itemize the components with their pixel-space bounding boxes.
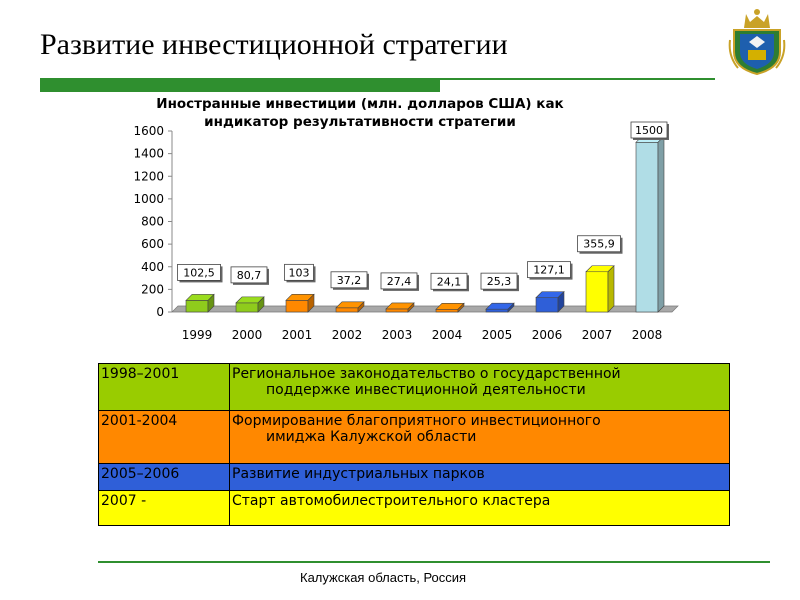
bar bbox=[285, 300, 309, 313]
value-label-box bbox=[230, 266, 268, 284]
value-label: 27,4 bbox=[387, 275, 412, 288]
y-tick-label: 1600 bbox=[133, 124, 164, 138]
x-tick-label: 2008 bbox=[632, 328, 663, 342]
x-tick-label: 2007 bbox=[582, 328, 613, 342]
bar-side bbox=[657, 135, 665, 313]
value-label-box bbox=[177, 264, 221, 281]
bar bbox=[485, 308, 509, 313]
desc-line: поддержке инвестиционной деятельности bbox=[266, 382, 586, 398]
chart-title-line-2: индикатор результативности стратегии bbox=[204, 114, 516, 130]
value-label: 37,2 bbox=[337, 274, 362, 287]
bar bbox=[385, 308, 409, 313]
footer-rule bbox=[98, 561, 770, 563]
bar bbox=[585, 271, 609, 313]
desc-line: Старт автомобилестроительного кластера bbox=[232, 493, 551, 509]
value-label-box bbox=[630, 121, 668, 139]
footer-text: Калужская область, Россия bbox=[300, 570, 467, 585]
value-label: 25,3 bbox=[487, 275, 512, 288]
value-label: 1500 bbox=[635, 124, 663, 137]
desc-line: Региональное законодательство о государс… bbox=[232, 366, 621, 382]
bar-side bbox=[607, 265, 615, 313]
value-label-box bbox=[480, 272, 518, 290]
bar-side bbox=[257, 296, 265, 313]
x-tick-label: 2006 bbox=[532, 328, 563, 342]
strategy-table: 1998–2001 Региональное законодательство … bbox=[98, 363, 730, 526]
bar bbox=[185, 300, 209, 313]
title-rule-thin bbox=[440, 78, 715, 80]
y-tick-label: 600 bbox=[141, 237, 164, 251]
bar-side bbox=[407, 302, 415, 313]
bar-side bbox=[557, 290, 565, 313]
value-label: 80,7 bbox=[237, 269, 262, 282]
y-tick-label: 800 bbox=[141, 215, 164, 229]
value-label: 24,1 bbox=[437, 275, 462, 288]
y-tick-label: 1000 bbox=[133, 192, 164, 206]
value-label-box bbox=[330, 271, 368, 289]
value-label: 127,1 bbox=[533, 264, 565, 277]
bar bbox=[435, 308, 459, 313]
value-label-box bbox=[284, 263, 314, 281]
bar-side bbox=[507, 302, 515, 313]
table-row: 2005–2006 Развитие индустриальных парков bbox=[98, 463, 730, 491]
period-cell: 2001-2004 bbox=[98, 410, 230, 464]
slide-title: Развитие инвестиционной стратегии bbox=[40, 28, 508, 61]
bar bbox=[535, 297, 559, 313]
bar-side bbox=[207, 293, 215, 313]
value-label: 355,9 bbox=[583, 238, 615, 251]
value-label: 102,5 bbox=[183, 266, 215, 279]
y-tick-label: 400 bbox=[141, 260, 164, 274]
value-label-box bbox=[527, 261, 571, 279]
kaluga-coat-of-arms-icon bbox=[728, 9, 786, 76]
x-tick-label: 2000 bbox=[232, 328, 263, 342]
value-label: 103 bbox=[289, 266, 310, 279]
desc-line: Формирование благоприятного инвестиционн… bbox=[232, 413, 601, 429]
x-tick-label: 2001 bbox=[282, 328, 313, 342]
desc-cell: Старт автомобилестроительного кластера bbox=[229, 490, 730, 526]
x-tick-label: 2005 bbox=[482, 328, 513, 342]
period-cell: 1998–2001 bbox=[98, 363, 230, 411]
bar-side bbox=[457, 302, 465, 313]
value-label-box bbox=[380, 272, 418, 290]
y-tick-label: 0 bbox=[156, 305, 164, 319]
desc-cell: Региональное законодательство о государс… bbox=[229, 363, 730, 411]
chart-title: Иностранные инвестиции (млн. долларов СШ… bbox=[110, 95, 610, 131]
period-cell: 2005–2006 bbox=[98, 463, 230, 491]
x-tick-label: 2002 bbox=[332, 328, 363, 342]
table-row: 1998–2001 Региональное законодательство … bbox=[98, 363, 730, 411]
y-tick-label: 1400 bbox=[133, 147, 164, 161]
value-label-box bbox=[577, 235, 621, 253]
value-label-box bbox=[430, 272, 468, 290]
x-tick-label: 2004 bbox=[432, 328, 463, 342]
chart-title-line-1: Иностранные инвестиции (млн. долларов СШ… bbox=[156, 96, 564, 112]
bar-side bbox=[307, 293, 315, 313]
x-tick-label: 2003 bbox=[382, 328, 413, 342]
desc-line: Развитие индустриальных парков bbox=[232, 466, 485, 482]
desc-line: имиджа Калужской области bbox=[266, 429, 477, 445]
desc-cell: Развитие индустриальных парков bbox=[229, 463, 730, 491]
desc-cell: Формирование благоприятного инвестиционн… bbox=[229, 410, 730, 464]
table-row: 2001-2004 Формирование благоприятного ин… bbox=[98, 410, 730, 464]
bar bbox=[635, 142, 659, 313]
bar-side bbox=[357, 301, 365, 313]
x-tick-label: 1999 bbox=[182, 328, 213, 342]
title-rule bbox=[40, 78, 440, 92]
bar bbox=[335, 307, 359, 313]
table-row: 2007 - Старт автомобилестроительного кла… bbox=[98, 490, 730, 526]
period-cell: 2007 - bbox=[98, 490, 230, 526]
y-tick-label: 200 bbox=[141, 282, 164, 296]
y-tick-label: 1200 bbox=[133, 169, 164, 183]
bar bbox=[235, 302, 259, 313]
